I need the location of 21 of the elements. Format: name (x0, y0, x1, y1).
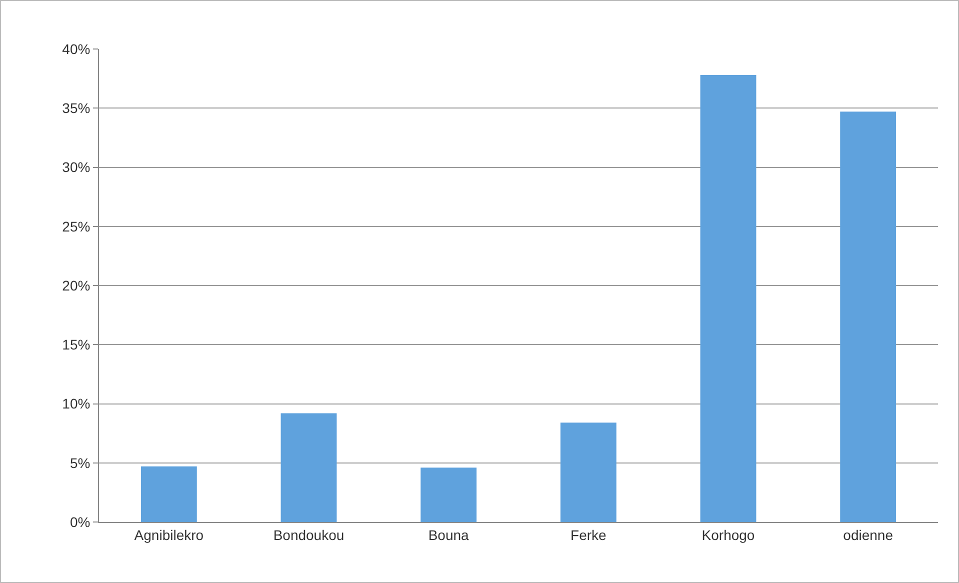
x-tick-label: Bouna (428, 526, 470, 543)
bar (840, 112, 896, 522)
y-tick-label: 15% (62, 336, 90, 353)
x-tick-label: Agnibilekro (134, 526, 204, 543)
bar (420, 468, 477, 522)
y-tick-label: 20% (62, 277, 90, 294)
y-tick-label: 25% (62, 218, 90, 234)
y-tick-label: 5% (70, 454, 90, 471)
y-tick-label: 40% (62, 40, 90, 57)
x-tick-label: odienne (843, 526, 894, 543)
x-tick-label: Bondoukou (273, 526, 344, 543)
y-tick-label: 0% (70, 514, 90, 530)
bar (560, 422, 616, 522)
bar (700, 75, 756, 522)
x-tick-label: Ferke (570, 526, 607, 543)
bar (140, 466, 197, 522)
x-tick-label: Korhogo (702, 526, 755, 543)
y-tick-label: 35% (62, 100, 90, 116)
y-tick-label: 10% (62, 396, 90, 412)
bar (280, 413, 337, 522)
y-tick-label: 30% (62, 159, 90, 176)
